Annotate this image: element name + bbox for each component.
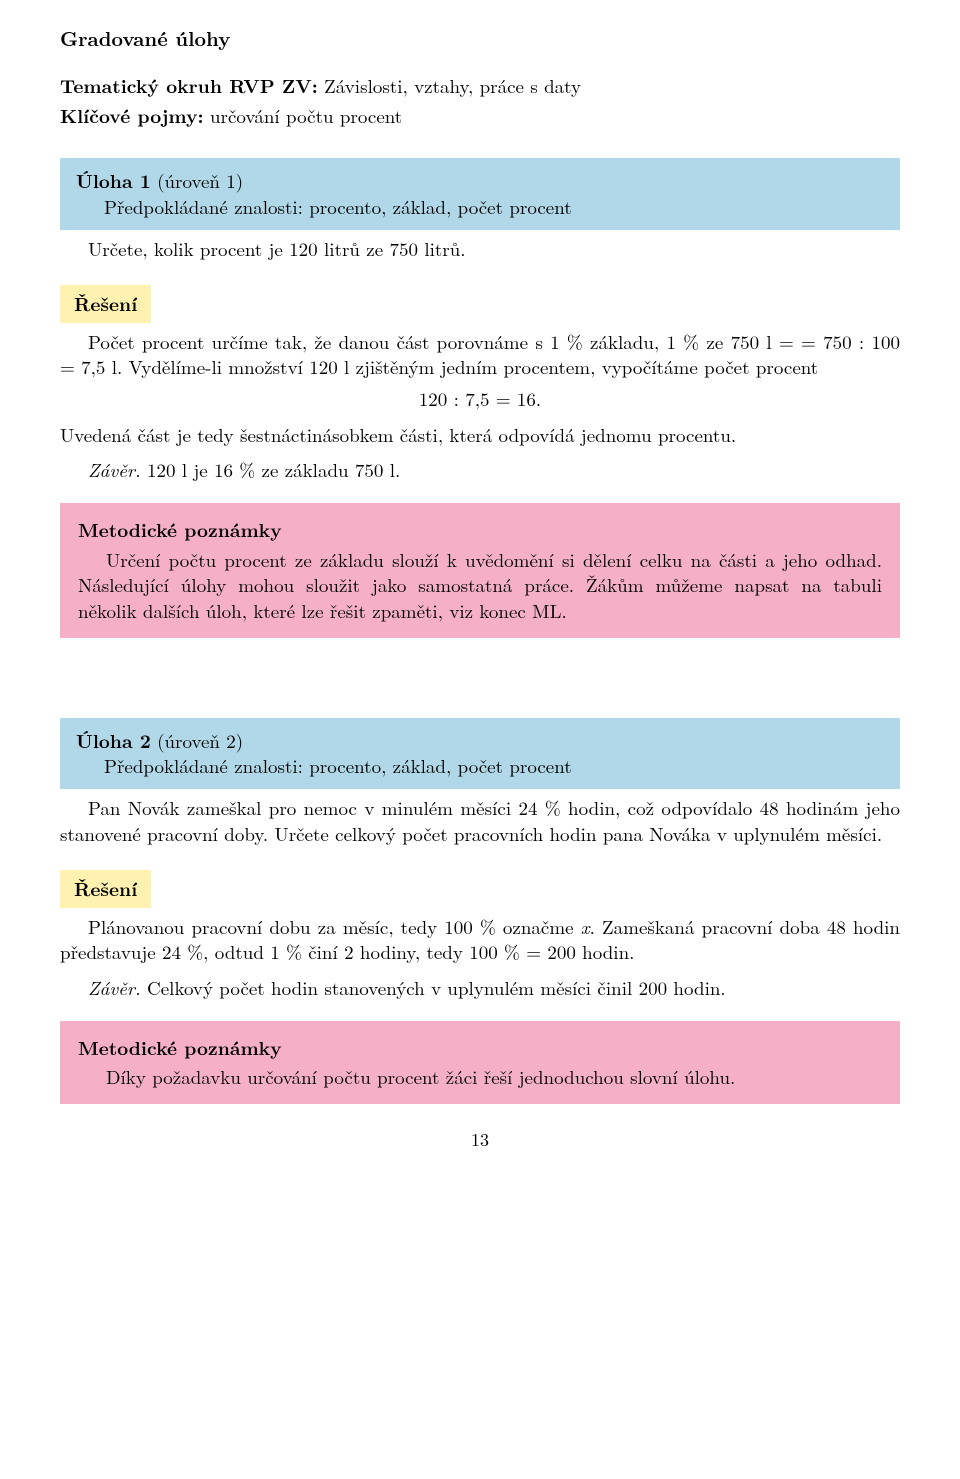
meta-pojmy: Klíčové pojmy: určování počtu procent (60, 103, 900, 129)
page-number: 13 (60, 1128, 900, 1152)
pojmy-label: Klíčové pojmy: (60, 101, 204, 129)
task1-metod-title: Metodické poznámky (78, 517, 882, 543)
task2-zaver: Závěr. Celkový počet hodin stanovených v… (60, 975, 900, 1001)
task1-solution-p1: Počet procent určíme tak, že danou část … (60, 329, 900, 380)
task1-metod-box: Metodické poznámky Určení počtu procent … (60, 503, 900, 638)
task2-zaver-text: Celkový počet hodin stanovených v uplynu… (141, 974, 726, 1001)
pojmy-value: určování počtu procent (204, 102, 403, 129)
spacer (60, 668, 900, 718)
task1-solution-p2: Uvedená část je tedy šestnáctinásobkem č… (60, 422, 900, 448)
task1-zaver: Závěr. 120 l je 16 % ze základu 750 l. (60, 457, 900, 483)
task2-reseni-label: Řešení (60, 870, 151, 908)
task1-zaver-text: 120 l je 16 % ze základu 750 l. (141, 456, 401, 483)
task1-title-line: Úloha 1 (úroveň 1) (76, 168, 884, 194)
okruh-value: Závislosti, vztahy, práce s daty (318, 72, 581, 99)
task2-zaver-label: Závěr. (88, 974, 141, 1001)
task2-solution-p1: Plánovanou pracovní dobu za měsíc, tedy … (60, 914, 900, 965)
task2-metod-body: Díky požadavku určování počtu procent žá… (78, 1064, 882, 1090)
task2-solution-p1a: Plánovanou pracovní dobu za měsíc, tedy … (88, 913, 581, 940)
task2-question: Pan Novák zameškal pro nemoc v minulém m… (60, 795, 900, 846)
meta-block: Tematický okruh RVP ZV: Závislosti, vzta… (60, 73, 900, 128)
task2-pred: Předpokládané znalosti: procento, základ… (76, 753, 884, 779)
task1-metod-body: Určení počtu procent ze základu slouží k… (78, 547, 882, 624)
task2-header-box: Úloha 2 (úroveň 2) Předpokládané znalost… (60, 718, 900, 789)
task2-title: Úloha 2 (76, 726, 151, 754)
task1-level: (úroveň 1) (151, 167, 243, 194)
okruh-label: Tematický okruh RVP ZV: (60, 71, 318, 99)
task2-solution-var: x (581, 913, 590, 940)
task1-title: Úloha 1 (76, 166, 151, 194)
task2-level: (úroveň 2) (151, 727, 243, 754)
task1-reseni-label: Řešení (60, 285, 151, 323)
task1-zaver-label: Závěr. (88, 456, 141, 483)
task1-header-box: Úloha 1 (úroveň 1) Předpokládané znalost… (60, 158, 900, 229)
task1-solution-math: 120 : 7,5 = 16. (60, 386, 900, 412)
task2-metod-box: Metodické poznámky Díky požadavku určová… (60, 1021, 900, 1104)
task2-metod-title: Metodické poznámky (78, 1035, 882, 1061)
section-title: Gradované úlohy (60, 24, 900, 51)
meta-okruh: Tematický okruh RVP ZV: Závislosti, vzta… (60, 73, 900, 99)
task1-question: Určete, kolik procent je 120 litrů ze 75… (60, 236, 900, 262)
task1-pred: Předpokládané znalosti: procento, základ… (76, 194, 884, 220)
task2-title-line: Úloha 2 (úroveň 2) (76, 728, 884, 754)
